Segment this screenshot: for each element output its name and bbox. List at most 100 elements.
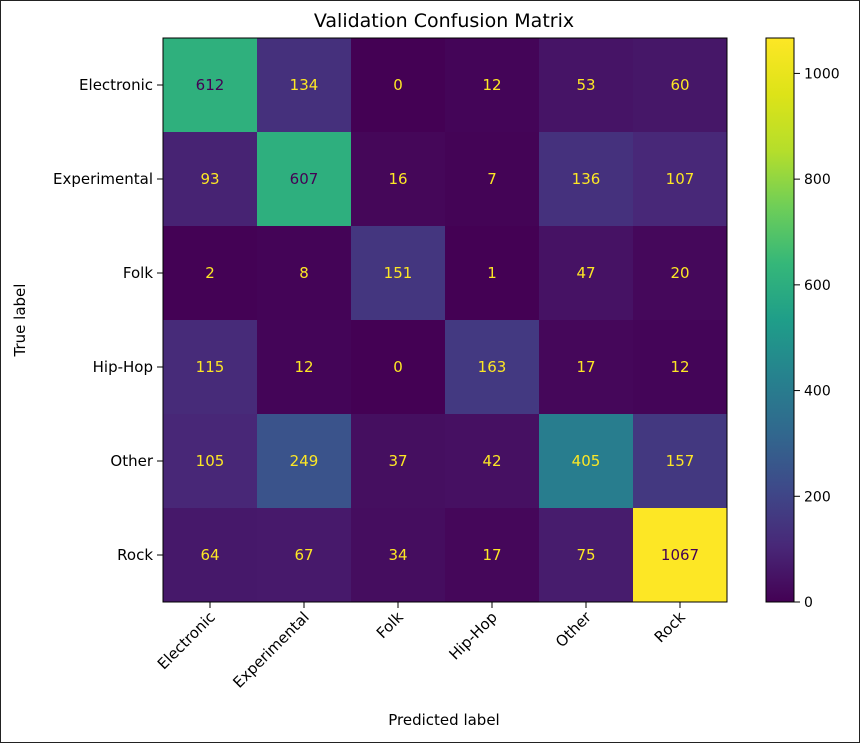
plot-area-border xyxy=(162,37,728,603)
cell-value-label: 64 xyxy=(200,546,219,564)
heatmap-cell xyxy=(257,320,352,415)
cell-value-label: 1067 xyxy=(661,546,699,564)
cell-value-label: 115 xyxy=(196,358,225,376)
cell-value-label: 136 xyxy=(572,170,601,188)
heatmap-cell-labels: 612 134 0 12 53 60 93 607 16 7 136 107 2 8 151 1 47 20 115… xyxy=(196,76,699,564)
x-tick-label: Other xyxy=(552,608,595,651)
heatmap-cell xyxy=(163,414,258,509)
heatmap-cell xyxy=(633,414,728,509)
cell-value-label: 34 xyxy=(388,546,407,564)
cell-value-label: 134 xyxy=(290,76,319,94)
cell-value-label: 612 xyxy=(196,76,225,94)
y-axis-ticks: Electronic Experimental Folk Hip-Hop Other Ro… xyxy=(53,76,163,564)
heatmap-cell xyxy=(445,226,540,321)
cell-value-label: 8 xyxy=(299,264,309,282)
heatmap-cell xyxy=(633,508,728,603)
cell-value-label: 12 xyxy=(670,358,689,376)
cell-value-label: 17 xyxy=(482,546,501,564)
cell-value-label: 249 xyxy=(290,452,319,470)
heatmap-cell xyxy=(351,38,446,133)
colorbar-tick-label: 600 xyxy=(804,278,831,294)
cell-value-label: 75 xyxy=(576,546,595,564)
cell-value-label: 0 xyxy=(393,76,403,94)
cell-value-label: 60 xyxy=(670,76,689,94)
colorbar-tick-label: 800 xyxy=(804,172,831,188)
colorbar-tick-label: 200 xyxy=(804,489,831,505)
cell-value-label: 12 xyxy=(482,76,501,94)
heatmap-cell xyxy=(163,132,258,227)
colorbar-ticks: 0 200 400 600 800 1000 xyxy=(794,66,840,611)
cell-value-label: 1 xyxy=(487,264,497,282)
heatmap-cell xyxy=(633,38,728,133)
heatmap-cell xyxy=(445,508,540,603)
x-tick-label: Folk xyxy=(373,608,407,642)
cell-value-label: 0 xyxy=(393,358,403,376)
cell-value-label: 2 xyxy=(205,264,215,282)
cell-value-label: 20 xyxy=(670,264,689,282)
y-axis-label: True label xyxy=(11,284,29,358)
heatmap-cell xyxy=(633,226,728,321)
cell-value-label: 151 xyxy=(384,264,413,282)
heatmap-cell xyxy=(539,508,634,603)
heatmap-cell xyxy=(257,38,352,133)
heatmap-cell xyxy=(633,132,728,227)
heatmap-cell xyxy=(445,38,540,133)
heatmap-cell xyxy=(351,508,446,603)
heatmap-cell xyxy=(163,320,258,415)
x-axis-label: Predicted label xyxy=(388,711,499,729)
heatmap-cell xyxy=(539,414,634,509)
cell-value-label: 17 xyxy=(576,358,595,376)
colorbar xyxy=(765,37,795,603)
x-axis-ticks: Electronic Experimental Folk Hip-Hop Other Ro… xyxy=(154,602,689,692)
heatmap-cell xyxy=(633,320,728,415)
colorbar-tick-label: 400 xyxy=(804,384,831,400)
y-tick-label: Electronic xyxy=(79,76,153,94)
cell-value-label: 7 xyxy=(487,170,497,188)
heatmap-cell xyxy=(351,226,446,321)
colorbar-tick-label: 0 xyxy=(804,595,813,611)
heatmap-cell xyxy=(257,226,352,321)
y-tick-label: Experimental xyxy=(53,170,153,188)
heatmap-cell xyxy=(539,132,634,227)
cell-value-label: 107 xyxy=(666,170,695,188)
heatmap-cell xyxy=(257,414,352,509)
cell-value-label: 157 xyxy=(666,452,695,470)
cell-value-label: 405 xyxy=(572,452,601,470)
y-tick-label: Hip-Hop xyxy=(93,358,153,376)
colorbar-tick-label: 1000 xyxy=(804,66,840,82)
cell-value-label: 16 xyxy=(388,170,407,188)
heatmap-cell xyxy=(163,38,258,133)
heatmap-cell xyxy=(163,226,258,321)
x-tick-label: Electronic xyxy=(154,608,219,673)
heatmap-cell xyxy=(351,132,446,227)
chart-title: Validation Confusion Matrix xyxy=(314,10,574,32)
heatmap-cells xyxy=(163,38,728,603)
heatmap-cell xyxy=(163,508,258,603)
heatmap-cell xyxy=(257,132,352,227)
y-tick-label: Other xyxy=(110,452,153,470)
heatmap-cell xyxy=(351,414,446,509)
heatmap-cell xyxy=(445,132,540,227)
cell-value-label: 105 xyxy=(196,452,225,470)
cell-value-label: 53 xyxy=(576,76,595,94)
cell-value-label: 163 xyxy=(478,358,507,376)
cell-value-label: 12 xyxy=(294,358,313,376)
x-tick-label: Experimental xyxy=(229,608,312,691)
cell-value-label: 42 xyxy=(482,452,501,470)
x-tick-label: Rock xyxy=(651,608,689,646)
heatmap-cell xyxy=(445,320,540,415)
cell-value-label: 47 xyxy=(576,264,595,282)
heatmap-cell xyxy=(539,226,634,321)
y-tick-label: Rock xyxy=(117,546,153,564)
heatmap-cell xyxy=(257,508,352,603)
y-tick-label: Folk xyxy=(123,264,153,282)
heatmap-cell xyxy=(445,414,540,509)
cell-value-label: 37 xyxy=(388,452,407,470)
heatmap-cell xyxy=(351,320,446,415)
heatmap-cell xyxy=(539,38,634,133)
cell-value-label: 607 xyxy=(290,170,319,188)
heatmap-cell xyxy=(539,320,634,415)
cell-value-label: 67 xyxy=(294,546,313,564)
